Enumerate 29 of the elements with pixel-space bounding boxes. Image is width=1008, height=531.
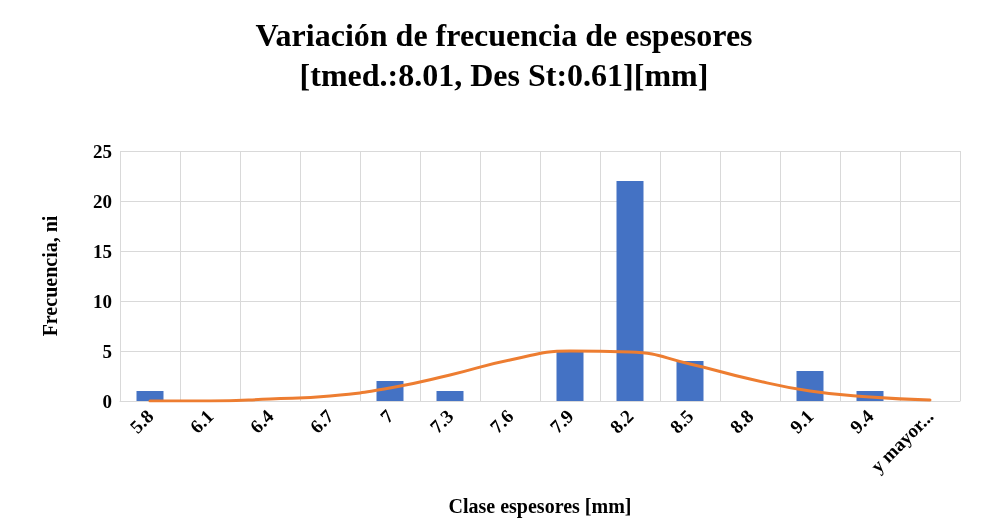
x-tick-label: 7.6 <box>485 405 518 438</box>
line-series <box>148 349 932 403</box>
x-tick-label: 7.3 <box>425 405 458 438</box>
x-tick-label: 8.8 <box>725 405 758 438</box>
x-tick-label: 8.2 <box>605 405 638 438</box>
y-tick-label: 0 <box>102 390 112 412</box>
bar <box>136 391 164 401</box>
x-axis-title: Clase espesores [mm] <box>448 495 632 518</box>
x-tick-label: 9.4 <box>845 405 878 438</box>
x-tick-label: 9.1 <box>785 405 818 438</box>
bar <box>796 371 824 401</box>
y-axis-title: Frecuencia, ni <box>39 215 61 337</box>
x-tick-label: 7 <box>375 405 398 428</box>
y-tick-label: 15 <box>93 240 112 262</box>
y-tick-label: 10 <box>93 290 112 312</box>
bar <box>436 391 464 401</box>
y-tick-label: 20 <box>93 190 112 212</box>
y-tick-label: 25 <box>93 140 112 162</box>
x-tick-label: 6.1 <box>185 405 218 438</box>
x-tick-label: 5.8 <box>125 405 158 438</box>
y-tick-label: 5 <box>102 340 112 362</box>
bar <box>676 361 704 401</box>
bar <box>616 181 644 401</box>
x-tick-label: 7.9 <box>545 405 578 438</box>
x-tick-label: 6.4 <box>245 405 278 438</box>
chart-title: Variación de frecuencia de espesores [tmed.:8.01, Des St:0.61][mm] <box>255 17 753 93</box>
x-tick-label: 8.5 <box>665 405 698 438</box>
bar <box>556 351 584 401</box>
x-tick-label: 6.7 <box>305 405 338 438</box>
